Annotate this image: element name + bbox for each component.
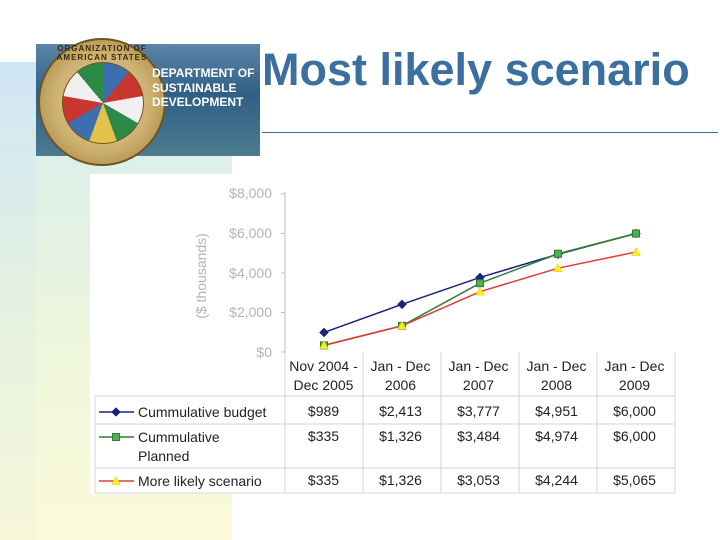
category-label: Nov 2004 - Dec 2005 — [285, 357, 362, 395]
legend-label-cummulative-budget: Cummulative budget — [138, 403, 266, 422]
department-name: DEPARTMENT OF SUSTAINABLE DEVELOPMENT — [152, 66, 262, 110]
department-line-3: DEVELOPMENT — [152, 95, 244, 109]
category-line: 2009 — [618, 377, 651, 393]
data-table-cell: $1,326 — [379, 428, 422, 444]
data-table-cell: $3,777 — [457, 403, 500, 419]
category-line: Jan - Dec — [370, 358, 431, 374]
category-line: 2006 — [384, 377, 417, 393]
data-point — [397, 299, 407, 310]
data-table-cell: $1,326 — [379, 472, 422, 488]
category-line: Nov 2004 - — [289, 358, 358, 374]
data-point — [554, 249, 562, 258]
chart-area — [90, 174, 675, 494]
data-table-cell: $6,000 — [613, 403, 656, 419]
legend-key-marker — [112, 433, 120, 441]
oas-seal-logo: ORGANIZATION OF AMERICAN STATES — [38, 38, 166, 166]
series-line — [323, 251, 637, 347]
category-line: 2007 — [462, 377, 495, 393]
legend-label-line: Cummulative — [138, 429, 220, 445]
category-label: Jan - Dec 2008 — [518, 357, 595, 395]
data-point — [319, 327, 329, 338]
data-table-cell: $5,065 — [613, 472, 656, 488]
data-table-cell: $4,244 — [535, 472, 578, 488]
data-table-cell: $2,413 — [379, 403, 422, 419]
data-table-cell: $6,000 — [613, 428, 656, 444]
seal-text: ORGANIZATION OF AMERICAN STATES — [56, 44, 148, 62]
data-point — [319, 340, 329, 350]
data-table-cell: $335 — [307, 472, 340, 488]
category-line: Jan - Dec — [604, 358, 665, 374]
data-table-cell: $3,053 — [457, 472, 500, 488]
slide-title: Most likely scenario — [262, 44, 690, 95]
data-table-cell: $4,974 — [535, 428, 578, 444]
data-table-cell: $335 — [307, 428, 340, 444]
data-point — [475, 286, 485, 296]
data-point — [476, 279, 484, 288]
legend-label-line: More likely scenario — [138, 473, 262, 489]
data-table-cell: $3,484 — [457, 428, 500, 444]
y-tick-label: $8,000 — [229, 185, 272, 201]
category-line: Jan - Dec — [526, 358, 587, 374]
legend-label-line: Cummulative budget — [138, 404, 267, 420]
data-point — [631, 246, 641, 256]
legend-label-line: Planned — [138, 448, 190, 464]
y-tick-label: $6,000 — [229, 225, 272, 241]
legend-key-marker — [111, 475, 121, 485]
legend-label-cummulative-planned: Cummulative Planned — [138, 428, 220, 466]
y-tick-label: $2,000 — [229, 304, 272, 320]
background-left-strip — [0, 62, 38, 540]
y-tick-label: $0 — [256, 344, 272, 360]
category-label: Jan - Dec 2006 — [362, 357, 439, 395]
category-line: Dec 2005 — [293, 377, 354, 393]
legend-key-marker — [111, 407, 121, 417]
category-label: Jan - Dec 2007 — [440, 357, 517, 395]
category-label: Jan - Dec 2009 — [596, 357, 673, 395]
category-line: Jan - Dec — [448, 358, 509, 374]
data-table-cell: $4,951 — [535, 403, 578, 419]
department-line-2: SUSTAINABLE — [152, 80, 237, 95]
data-point — [397, 320, 407, 330]
data-table-cell: $989 — [307, 403, 340, 419]
category-line: 2008 — [540, 377, 573, 393]
title-underline — [262, 132, 718, 133]
department-line-1: DEPARTMENT OF — [152, 66, 255, 80]
data-point — [553, 263, 563, 272]
y-tick-label: $4,000 — [229, 265, 272, 281]
legend-label-more-likely-scenario: More likely scenario — [138, 472, 262, 491]
data-point — [632, 229, 640, 238]
seal-flags — [62, 62, 144, 144]
